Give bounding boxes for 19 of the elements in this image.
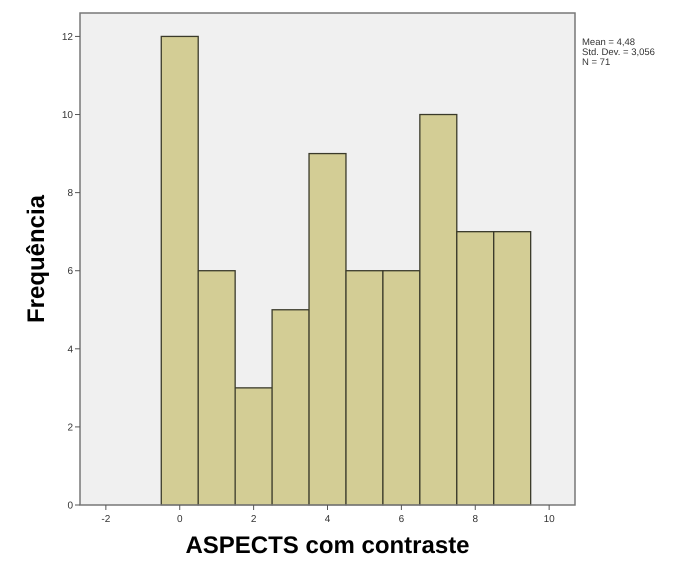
y-tick-label: 2 [67, 422, 74, 434]
y-tick-label: 12 [62, 32, 74, 43]
y-axis-title: Frequência [23, 194, 50, 324]
y-tick-label: 10 [62, 110, 74, 122]
text: Mean = 4,48 [582, 37, 636, 48]
y-tick-label: 4 [67, 344, 74, 356]
text: Std. Dev. = 3,056 [582, 47, 655, 58]
y-tick-label: 6 [67, 266, 74, 278]
x-tick-label: -2 [101, 514, 111, 525]
x-tick-label: 2 [250, 514, 257, 525]
y-tick-label: 0 [67, 500, 74, 512]
x-tick-label: 0 [176, 514, 183, 525]
x-axis-title: ASPECTS com contraste [185, 532, 470, 559]
y-tick-label: 8 [67, 188, 74, 200]
x-tick-label: 8 [472, 514, 478, 525]
x-tick-label: 10 [544, 514, 556, 525]
x-tick-label: 4 [324, 514, 331, 525]
x-tick-label: 6 [398, 514, 405, 525]
text: N = 71 [582, 57, 610, 68]
